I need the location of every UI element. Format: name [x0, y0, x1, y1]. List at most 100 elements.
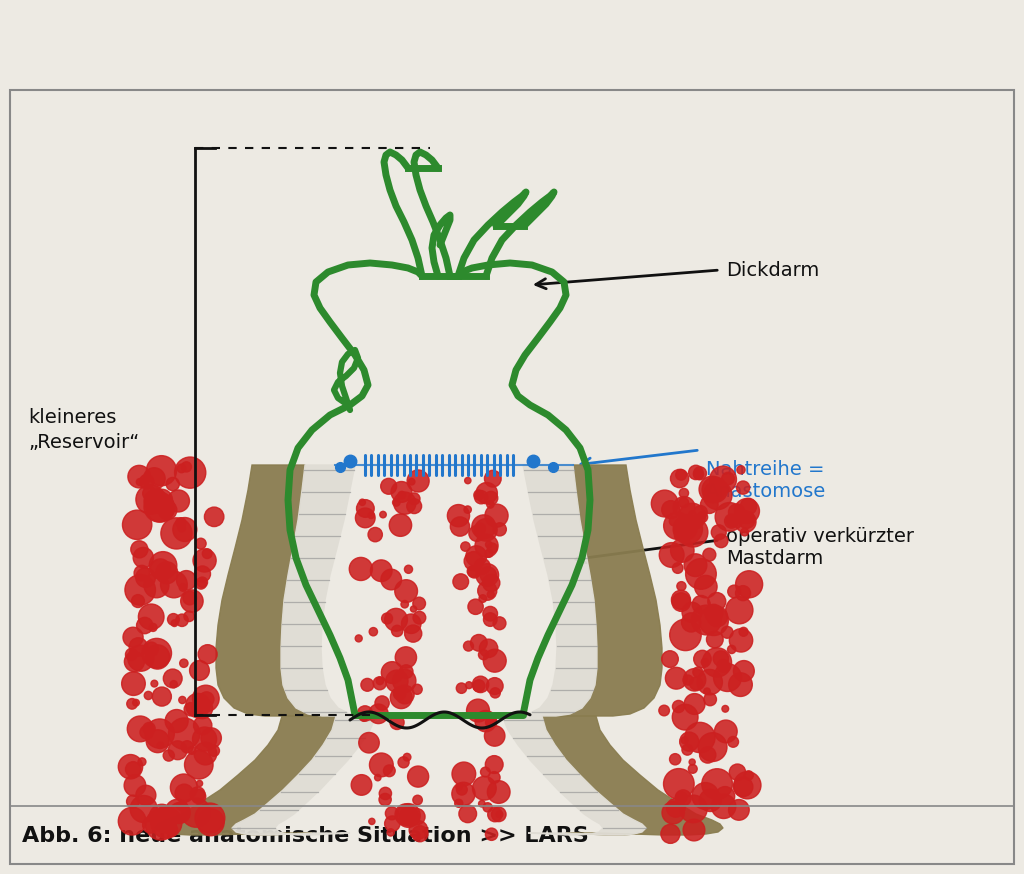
Circle shape — [412, 826, 428, 842]
Circle shape — [146, 455, 176, 486]
Circle shape — [196, 579, 207, 589]
Circle shape — [679, 503, 706, 530]
Circle shape — [395, 647, 417, 668]
Circle shape — [673, 563, 683, 573]
Circle shape — [169, 802, 190, 823]
Circle shape — [188, 746, 196, 754]
Circle shape — [407, 499, 422, 514]
Circle shape — [385, 816, 400, 831]
Circle shape — [679, 497, 688, 508]
Circle shape — [355, 635, 362, 642]
Circle shape — [145, 809, 176, 840]
Circle shape — [486, 717, 497, 727]
Circle shape — [166, 823, 178, 836]
Circle shape — [675, 790, 691, 806]
Circle shape — [456, 784, 462, 790]
Circle shape — [123, 628, 143, 648]
Circle shape — [198, 808, 224, 836]
Circle shape — [688, 465, 703, 480]
Circle shape — [455, 799, 463, 808]
Circle shape — [664, 512, 691, 539]
Circle shape — [409, 808, 425, 825]
Polygon shape — [216, 465, 336, 716]
Circle shape — [492, 807, 506, 822]
Circle shape — [138, 604, 164, 629]
Circle shape — [487, 591, 495, 598]
Circle shape — [673, 704, 698, 730]
Polygon shape — [542, 465, 662, 716]
Circle shape — [476, 564, 499, 586]
Circle shape — [129, 638, 147, 656]
Circle shape — [191, 789, 206, 804]
Circle shape — [447, 504, 470, 527]
Circle shape — [198, 645, 217, 663]
Circle shape — [736, 481, 750, 494]
Circle shape — [693, 467, 707, 480]
Circle shape — [184, 751, 213, 779]
Circle shape — [474, 490, 483, 500]
Circle shape — [729, 764, 745, 780]
Circle shape — [465, 477, 471, 483]
Circle shape — [184, 703, 198, 716]
Circle shape — [368, 527, 382, 542]
Circle shape — [181, 461, 191, 472]
Circle shape — [453, 574, 469, 589]
Circle shape — [701, 769, 732, 800]
Circle shape — [670, 619, 701, 650]
Circle shape — [721, 627, 733, 638]
Circle shape — [667, 799, 685, 817]
Circle shape — [203, 549, 212, 558]
Circle shape — [370, 628, 378, 636]
Circle shape — [457, 784, 467, 795]
Circle shape — [150, 551, 177, 579]
Circle shape — [393, 492, 416, 514]
Circle shape — [151, 558, 170, 579]
Circle shape — [688, 765, 697, 773]
Circle shape — [737, 466, 745, 474]
Circle shape — [659, 543, 684, 567]
Circle shape — [678, 517, 708, 547]
Circle shape — [356, 500, 374, 517]
Circle shape — [123, 510, 152, 539]
Circle shape — [190, 787, 205, 801]
Circle shape — [692, 782, 719, 809]
Circle shape — [140, 725, 154, 739]
Circle shape — [351, 774, 372, 795]
Circle shape — [198, 577, 208, 587]
Circle shape — [693, 650, 711, 668]
Circle shape — [179, 697, 186, 704]
Circle shape — [185, 693, 210, 718]
Circle shape — [464, 506, 471, 513]
Circle shape — [385, 608, 408, 631]
Circle shape — [728, 737, 738, 747]
Circle shape — [684, 554, 707, 577]
Circle shape — [174, 457, 206, 489]
Polygon shape — [542, 716, 723, 835]
Circle shape — [411, 606, 417, 612]
Circle shape — [151, 807, 182, 838]
Circle shape — [178, 524, 185, 532]
Circle shape — [168, 614, 179, 625]
Circle shape — [399, 807, 419, 826]
Circle shape — [716, 787, 734, 806]
Circle shape — [127, 716, 153, 742]
Circle shape — [413, 597, 426, 610]
Circle shape — [181, 798, 211, 828]
Circle shape — [714, 663, 741, 691]
Circle shape — [401, 600, 409, 608]
Circle shape — [386, 670, 408, 692]
Circle shape — [699, 607, 728, 635]
Circle shape — [451, 517, 470, 536]
Circle shape — [368, 512, 375, 518]
Circle shape — [680, 732, 698, 751]
Circle shape — [165, 800, 189, 823]
Circle shape — [156, 562, 178, 584]
Circle shape — [474, 490, 487, 504]
Circle shape — [479, 639, 498, 657]
Circle shape — [360, 678, 374, 691]
Circle shape — [152, 489, 172, 510]
Circle shape — [729, 628, 753, 652]
Circle shape — [740, 498, 757, 515]
Circle shape — [395, 804, 417, 825]
Circle shape — [398, 757, 410, 768]
